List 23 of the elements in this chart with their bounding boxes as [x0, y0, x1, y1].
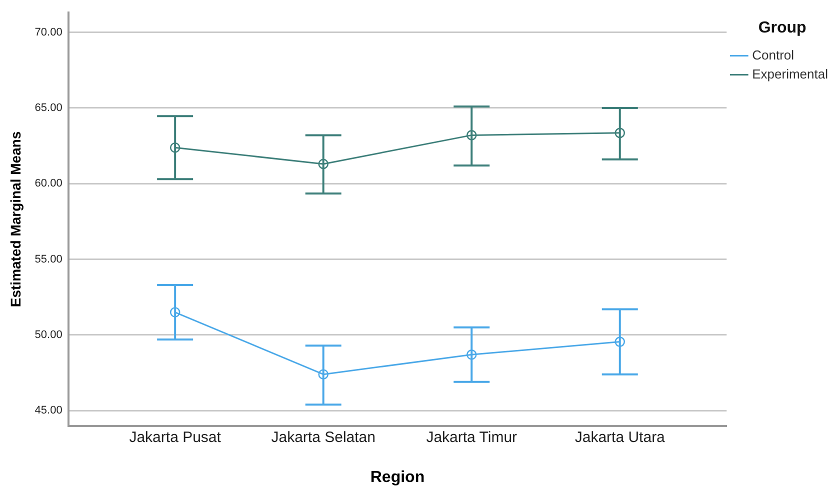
- point: [170, 142, 180, 153]
- legend-label: Control: [752, 47, 794, 62]
- y-tick-label: 50.00: [34, 329, 62, 342]
- y-tick-label: 65.00: [34, 102, 62, 114]
- y-tick-label: 70.00: [34, 26, 62, 38]
- x-tick-label: Jakarta Pusat: [129, 428, 222, 446]
- y-tick-label: 45.00: [34, 404, 62, 417]
- point: [318, 158, 328, 170]
- point: [466, 130, 477, 140]
- y-tick-label: 55.00: [34, 253, 62, 266]
- x-tick-label: Jakarta Utara: [574, 428, 666, 446]
- legend-title: Group: [758, 19, 807, 36]
- y-tick-label: 60.00: [34, 178, 62, 190]
- y-axis-title: Estimated Marginal Means: [7, 131, 24, 308]
- x-tick-label: Jakarta Timur: [426, 428, 518, 446]
- point: [170, 307, 180, 318]
- point: [466, 350, 477, 360]
- point: [614, 128, 626, 138]
- x-tick-label: Jakarta Selatan: [271, 428, 376, 446]
- x-axis-title: Region: [370, 468, 425, 486]
- point: [318, 369, 328, 380]
- point: [614, 336, 626, 347]
- legend-label: Experimental: [752, 66, 828, 82]
